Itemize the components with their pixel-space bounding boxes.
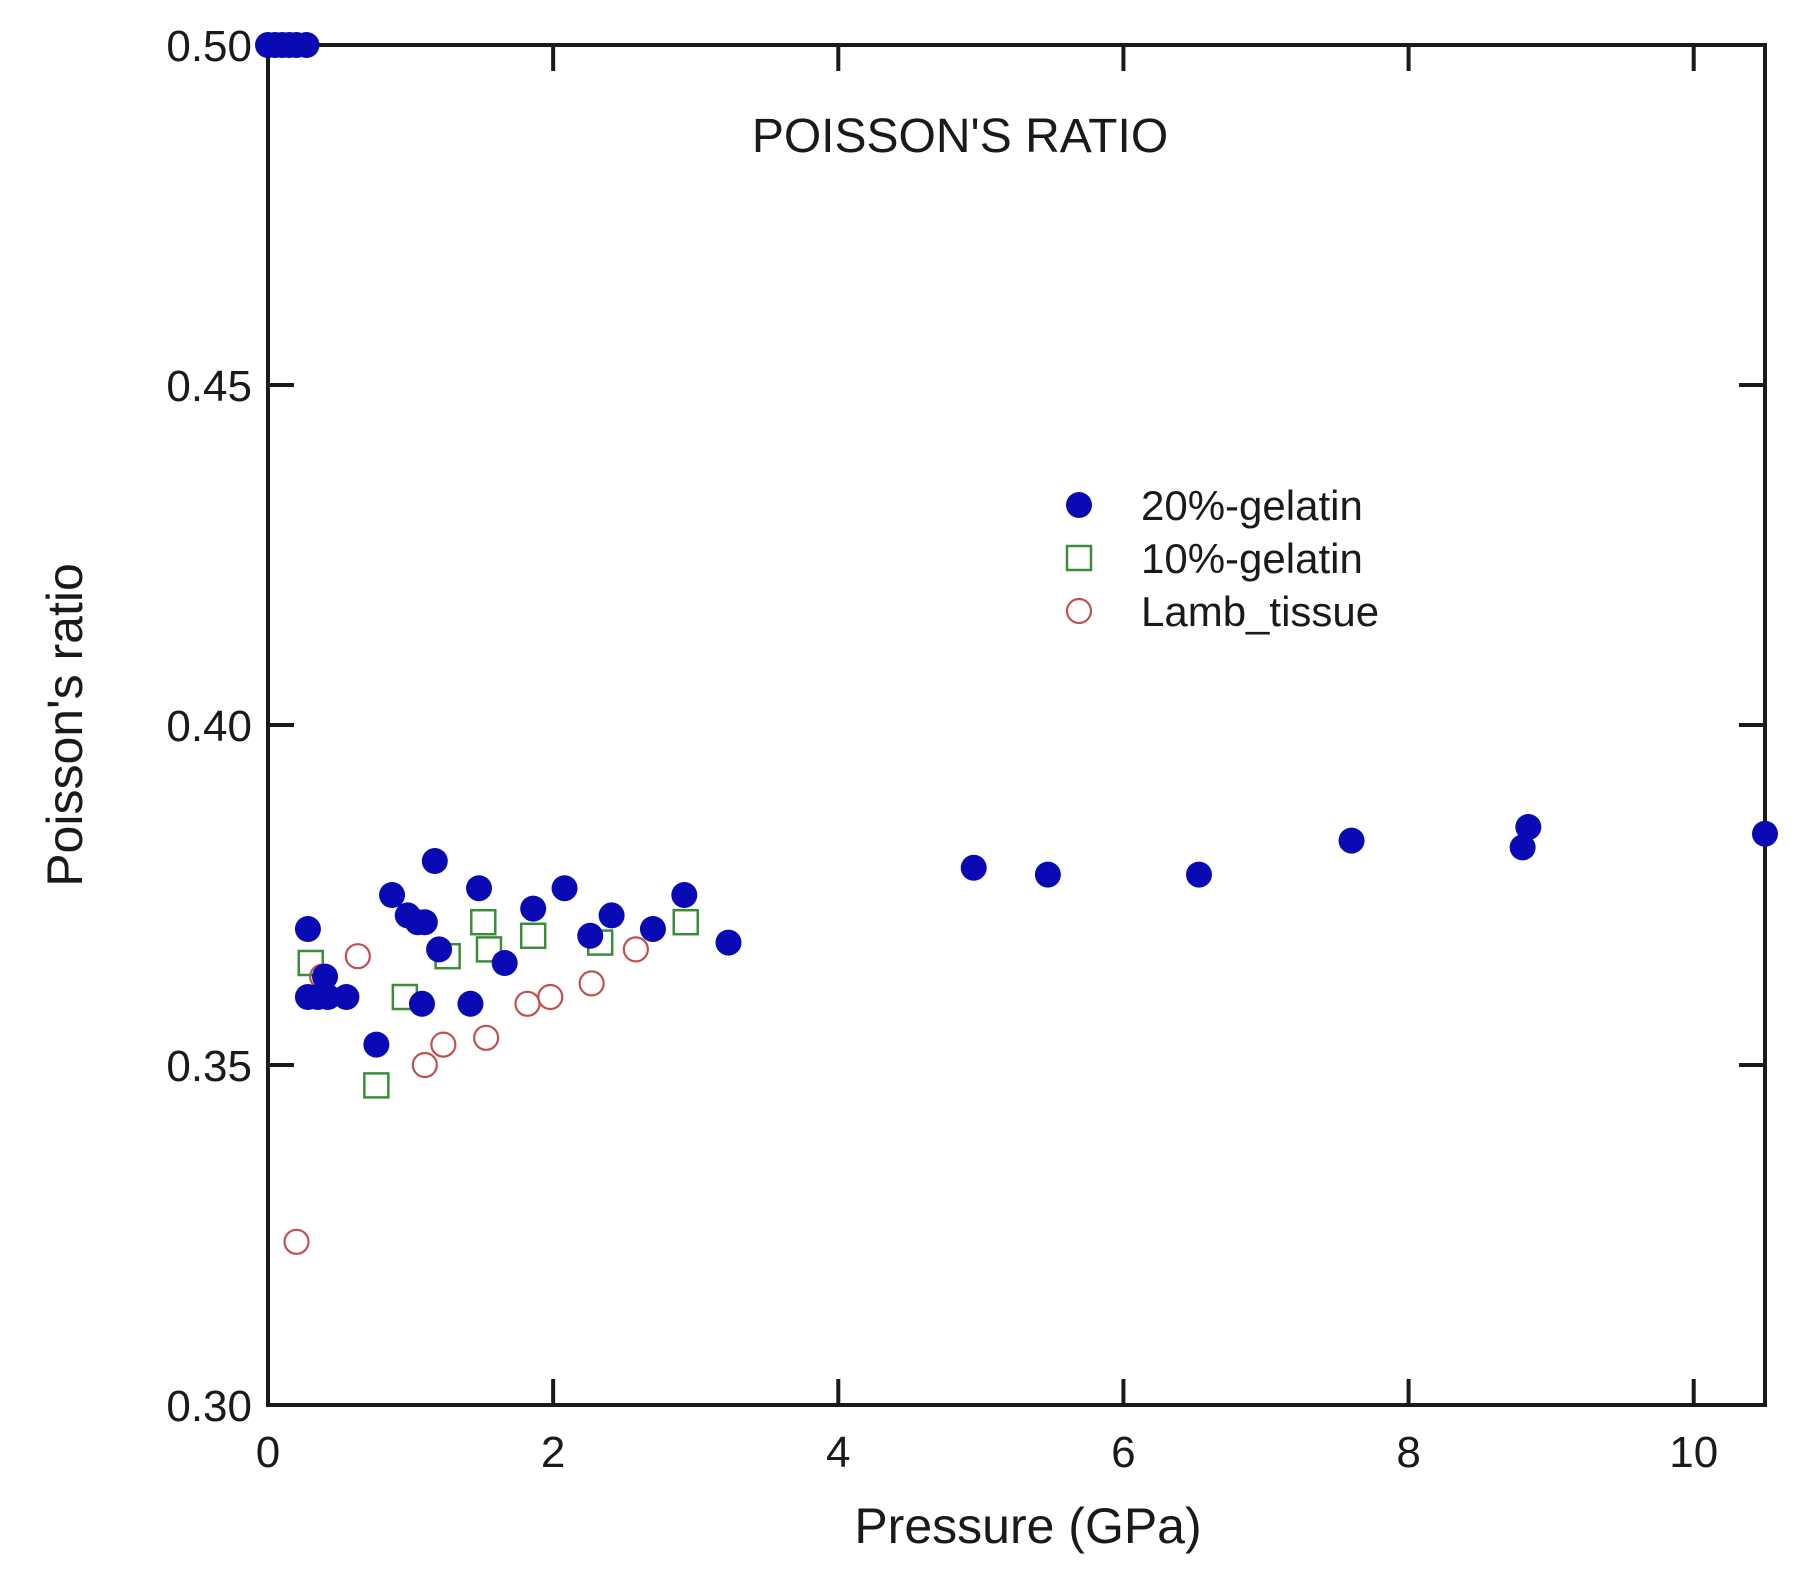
x-tick-label: 6 [1111,1428,1135,1477]
data-point [283,1228,310,1255]
data-point [715,929,742,956]
y-tick-label: 0.50 [166,22,252,71]
plot-frame [266,43,1767,1407]
data-point [312,963,339,990]
legend-marker [1065,597,1093,625]
x-axis-title: Pressure (GPa) [854,1498,1201,1554]
y-tick-label: 0.30 [166,1382,252,1431]
y-tick-label: 0.45 [166,362,252,411]
data-point [519,922,547,950]
data-point [426,936,453,963]
data-point [475,936,503,963]
x-tick-label: 0 [256,1428,280,1477]
data-point [671,882,698,908]
data-point [333,984,360,1010]
legend-marker [1066,492,1092,518]
data-point [408,990,435,1017]
data-point [379,882,406,908]
data-point [421,848,448,874]
chart-title: POISSON'S RATIO [752,110,1168,163]
x-tick-label: 8 [1396,1428,1420,1477]
legend-label: 10%-gelatin [1141,535,1363,582]
data-point [363,1031,390,1058]
y-tick-label: 0.35 [166,1042,252,1091]
data-point [577,922,604,949]
series-20-gelatin [255,32,1778,1058]
data-point [491,950,518,976]
legend-label: 20%-gelatin [1141,482,1363,529]
legend-label: Lamb_tissue [1141,588,1379,635]
x-tick-label: 10 [1669,1428,1718,1477]
points-layer [255,32,1778,1255]
data-point [622,936,649,963]
data-point [1515,814,1542,840]
data-point [1338,827,1365,854]
data-point [578,970,605,997]
data-point [1752,820,1778,847]
data-point [1034,861,1061,888]
x-tick-label: 2 [541,1428,565,1477]
data-point [520,895,547,922]
data-point [551,875,578,902]
data-point [411,909,438,936]
data-point [672,908,699,936]
ticks-layer: 0 2 4 6 8 10 0.30 0.35 0.40 0.45 0.50 [166,22,1765,1477]
data-point [457,990,484,1017]
x-tick-label: 4 [826,1428,850,1477]
data-point [473,1024,500,1051]
data-point [293,32,320,58]
data-point [294,916,321,942]
data-point [344,943,371,970]
data-point [514,990,541,1017]
data-point [430,1031,457,1058]
y-tick-label: 0.40 [166,702,252,751]
series-lamb-tissue [283,936,649,1255]
legend: 20%-gelatin 10%-gelatin Lamb_tissue [1065,482,1379,635]
legend-marker [1065,544,1093,572]
data-point [598,902,625,929]
data-point [314,984,341,1010]
data-point [537,983,564,1011]
data-point [363,1072,390,1099]
y-axis-title: Poisson's ratio [37,563,93,887]
data-point [639,916,666,942]
data-point [470,908,497,936]
data-point [960,854,987,881]
data-point [1185,861,1212,888]
data-point [297,949,325,977]
data-point [1509,834,1536,861]
data-point [466,875,493,902]
data-point [411,1051,438,1079]
